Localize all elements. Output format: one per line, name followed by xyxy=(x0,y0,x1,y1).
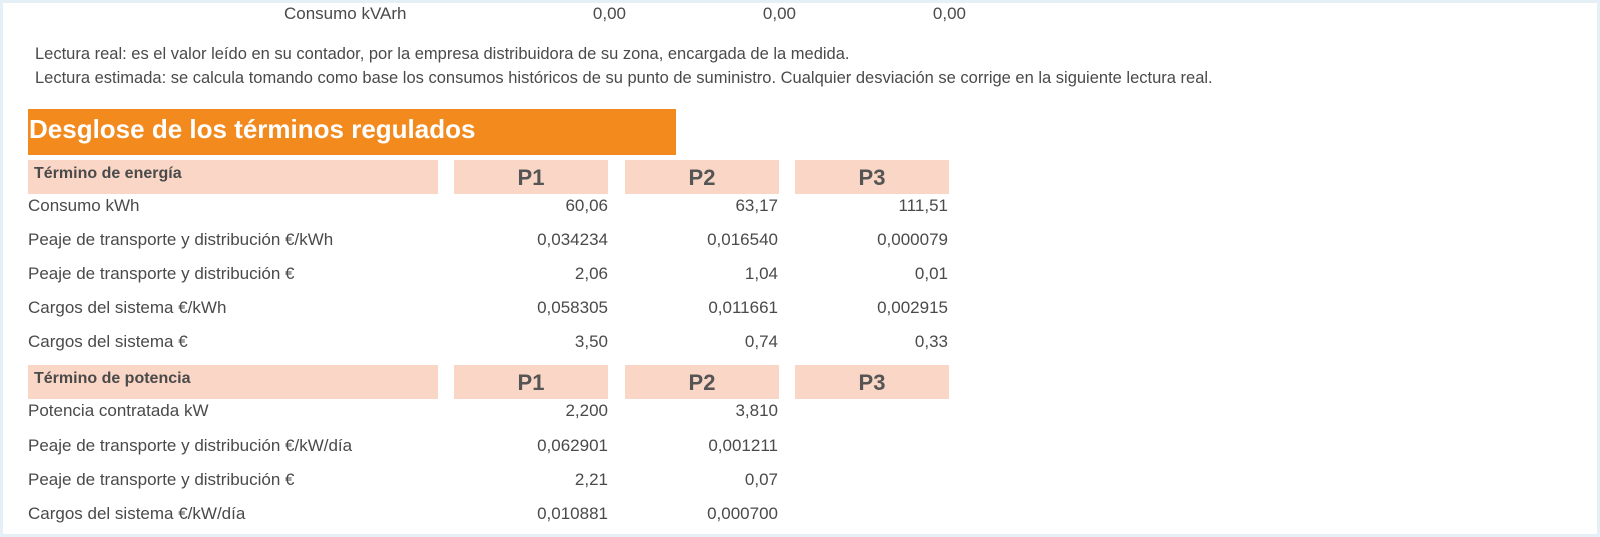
power-cell: 0,001211 xyxy=(708,436,778,455)
power-row-label: Peaje de transporte y distribución €/kW/… xyxy=(28,436,353,455)
energy-column-p1: P1 xyxy=(454,160,608,194)
power-row-label: Cargos del sistema €/kW/día xyxy=(28,504,246,523)
energy-cell: 60,06 xyxy=(565,196,608,215)
section-title: Desglose de los términos regulados xyxy=(28,109,676,155)
power-column-p2: P2 xyxy=(625,365,779,399)
energy-cell: 0,002915 xyxy=(877,298,948,317)
energy-cell: 0,33 xyxy=(914,332,948,351)
energy-cell: 0,034234 xyxy=(537,230,608,249)
power-cell: 3,810 xyxy=(735,401,778,420)
energy-cell: 0,74 xyxy=(744,332,778,351)
reactive-value-p3: 0,00 xyxy=(932,4,966,23)
energy-column-p2: P2 xyxy=(625,160,779,194)
energy-cell: 0,016540 xyxy=(707,230,778,249)
power-cell: 0,07 xyxy=(744,470,778,489)
reactive-value-p1: 0,00 xyxy=(592,4,626,23)
power-row-label: Potencia contratada kW xyxy=(28,401,209,420)
note-lectura-estimada: Lectura estimada: se calcula tomando com… xyxy=(35,69,1213,87)
energy-cell: 0,058305 xyxy=(537,298,608,317)
power-cell: 0,062901 xyxy=(537,436,608,455)
energy-row-label: Cargos del sistema € xyxy=(28,332,188,351)
power-column-p3: P3 xyxy=(795,365,949,399)
power-cell: 0,000700 xyxy=(707,504,778,523)
power-column-p1: P1 xyxy=(454,365,608,399)
energy-column-p3: P3 xyxy=(795,160,949,194)
energy-cell: 0,011661 xyxy=(708,298,778,317)
reactive-consumption-label: Consumo kVArh xyxy=(284,4,407,23)
energy-cell: 2,06 xyxy=(574,264,608,283)
reactive-value-p2: 0,00 xyxy=(762,4,796,23)
power-cell: 0,010881 xyxy=(537,504,608,523)
energy-cell: 111,51 xyxy=(898,196,948,215)
energy-cell: 0,000079 xyxy=(877,230,948,249)
energy-row-label: Consumo kWh xyxy=(28,196,140,215)
energy-cell: 1,04 xyxy=(744,264,778,283)
energy-row-label: Peaje de transporte y distribución €/kWh xyxy=(28,230,334,249)
energy-cell: 63,17 xyxy=(735,196,778,215)
energy-row-label: Peaje de transporte y distribución € xyxy=(28,264,295,283)
energy-row-label: Cargos del sistema €/kWh xyxy=(28,298,227,317)
note-lectura-real: Lectura real: es el valor leído en su co… xyxy=(35,45,850,63)
power-cell: 2,200 xyxy=(565,401,608,420)
power-cell: 2,21 xyxy=(574,470,608,489)
power-term-header: Término de potencia xyxy=(28,365,438,399)
energy-cell: 3,50 xyxy=(574,332,608,351)
power-row-label: Peaje de transporte y distribución € xyxy=(28,470,295,489)
energy-term-header: Término de energía xyxy=(28,160,438,194)
energy-cell: 0,01 xyxy=(914,264,948,283)
